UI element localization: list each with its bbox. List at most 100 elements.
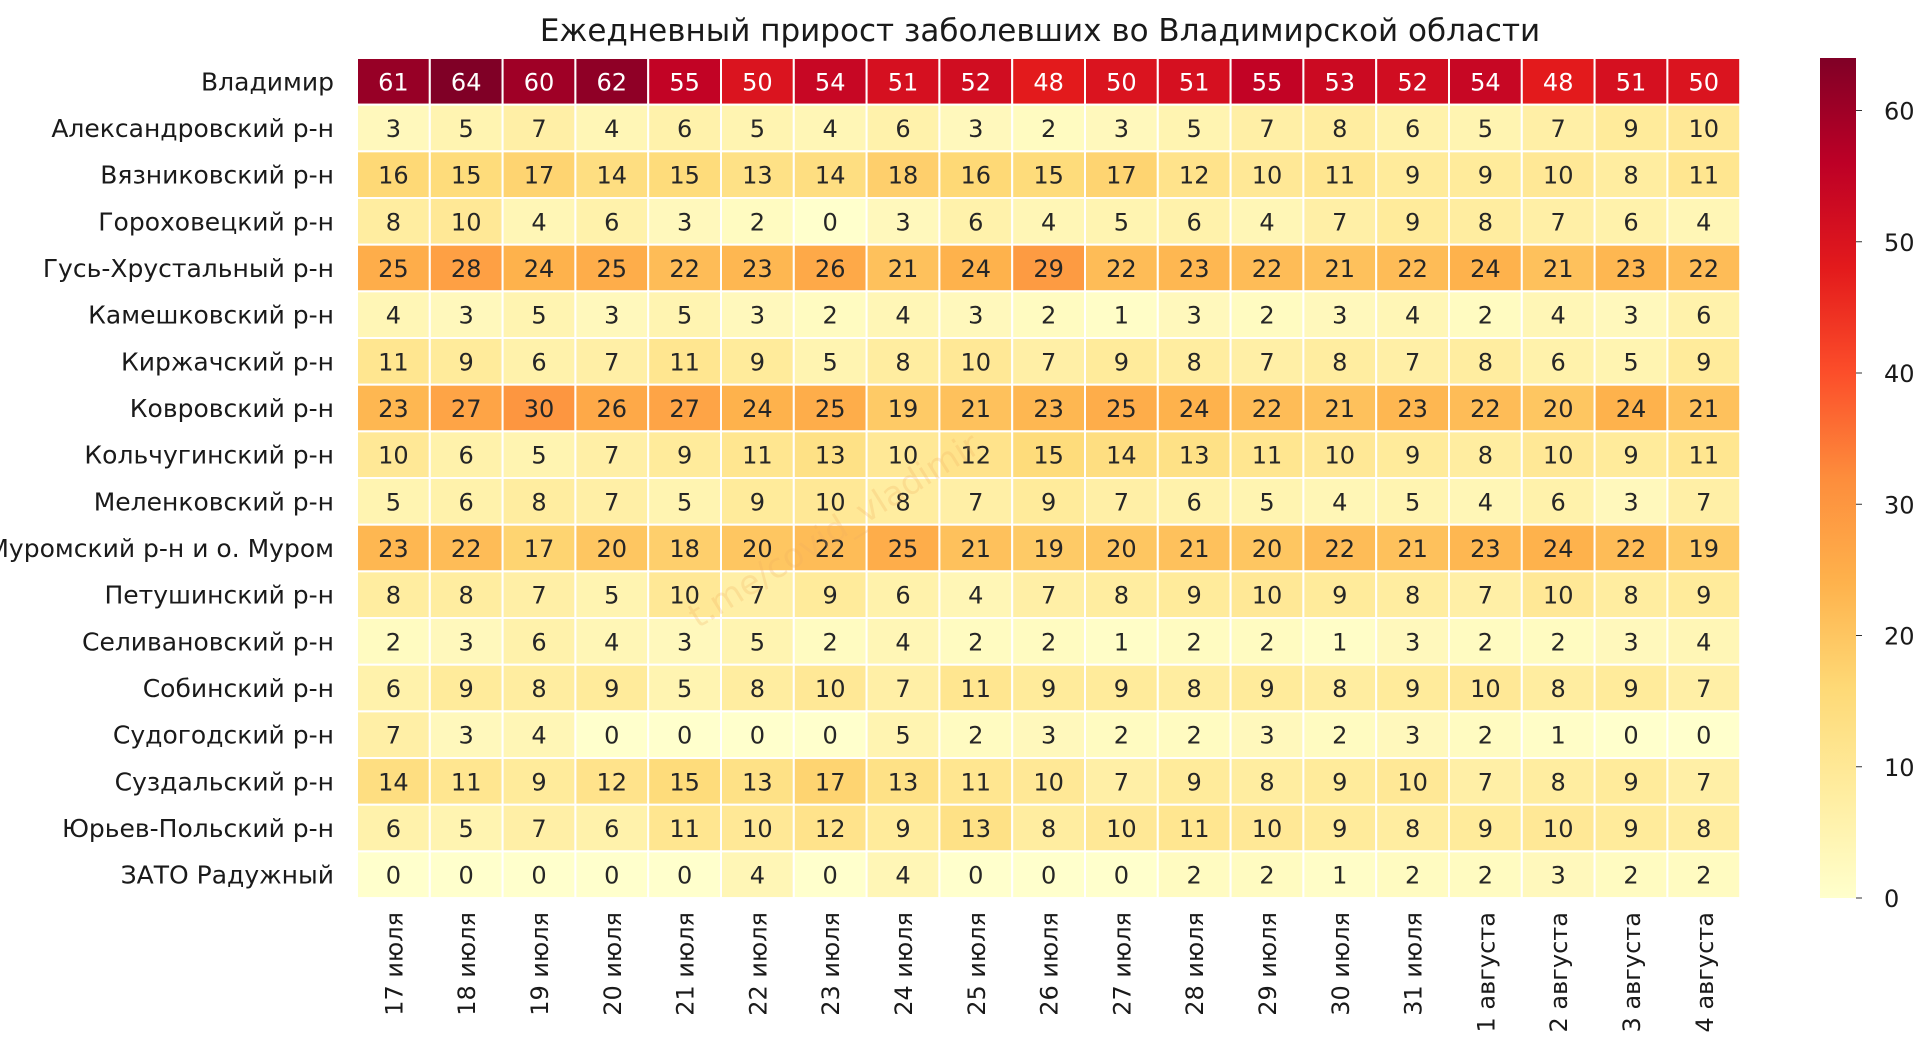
cell-value-label: 5 <box>750 628 765 656</box>
cell-value-label: 3 <box>1332 302 1347 330</box>
heatmap-cell <box>792 850 868 900</box>
cell-value-label: 8 <box>1696 815 1711 843</box>
cell-value-label: 3 <box>1623 302 1638 330</box>
heatmap-cell <box>938 477 1014 526</box>
cell-value-label: 11 <box>961 768 992 796</box>
heatmap-cell <box>1666 757 1742 806</box>
cell-value-label: 2 <box>1259 862 1274 890</box>
cell-value-label: 9 <box>1041 675 1056 703</box>
heatmap-cell <box>1666 850 1742 900</box>
cell-value-label: 9 <box>1332 768 1347 796</box>
cell-value-label: 5 <box>1405 488 1420 516</box>
cell-value-label: 11 <box>451 768 482 796</box>
cell-value-label: 0 <box>459 862 474 890</box>
cell-value-label: 9 <box>1332 582 1347 610</box>
cell-value-label: 22 <box>815 535 846 563</box>
colorbar-tick-label: 50 <box>1884 229 1915 257</box>
cell-value-label: 7 <box>750 582 765 610</box>
column-label: 17 июля <box>380 912 408 1016</box>
heatmap-cell <box>1011 103 1087 153</box>
cell-value-label: 1 <box>1114 302 1129 330</box>
cell-value-label: 7 <box>1696 675 1711 703</box>
heatmap-cell <box>1666 290 1742 340</box>
column-label: 26 июля <box>1036 912 1064 1016</box>
cell-value-label: 3 <box>1623 628 1638 656</box>
cell-value-label: 6 <box>1696 302 1711 330</box>
cell-value-label: 48 <box>1543 68 1574 96</box>
heatmap-cell <box>1520 757 1596 806</box>
cell-value-label: 5 <box>823 348 838 376</box>
cell-value-label: 9 <box>1187 582 1202 610</box>
cell-value-label: 2 <box>1041 115 1056 143</box>
heatmap-cell <box>1302 477 1378 526</box>
cell-value-label: 53 <box>1325 68 1356 96</box>
heatmap-cell <box>1084 243 1159 293</box>
row-label: Меленковский р-н <box>94 487 334 516</box>
row-label: Владимир <box>201 67 334 96</box>
cell-value-label: 21 <box>961 395 992 423</box>
cell-value-label: 11 <box>742 442 773 470</box>
heatmap-cell <box>1084 850 1159 900</box>
cell-value-label: 5 <box>750 115 765 143</box>
heatmap-cell <box>1011 197 1087 246</box>
heatmap-cell <box>865 617 941 666</box>
cell-value-label: 5 <box>677 675 692 703</box>
column-label: 20 июля <box>599 912 627 1016</box>
heatmap-cell <box>574 150 650 200</box>
cell-value-label: 6 <box>604 208 619 236</box>
row-label: Судогодский р-н <box>113 721 334 750</box>
cell-value-label: 22 <box>1252 395 1283 423</box>
heatmap-cell <box>1375 477 1450 526</box>
cell-value-label: 10 <box>742 815 773 843</box>
heatmap-cell <box>1593 337 1669 386</box>
cell-value-label: 8 <box>1187 675 1202 703</box>
cell-value-label: 7 <box>604 488 619 516</box>
colorbar-tick-label: 20 <box>1884 623 1915 651</box>
cell-value-label: 4 <box>968 582 983 610</box>
column-label: 18 июля <box>453 912 481 1016</box>
heatmap-cell <box>1375 197 1450 246</box>
heatmap-cell <box>647 710 723 760</box>
heatmap-cell <box>1520 197 1596 246</box>
cell-value-label: 6 <box>1187 488 1202 516</box>
cell-value-label: 0 <box>531 862 546 890</box>
cell-value-label: 4 <box>531 722 546 750</box>
cell-value-label: 0 <box>1114 862 1129 890</box>
cell-value-label: 7 <box>1259 348 1274 376</box>
cell-value-label: 21 <box>1689 395 1720 423</box>
cell-value-label: 1 <box>1332 862 1347 890</box>
cell-value-label: 13 <box>888 768 919 796</box>
cell-value-label: 3 <box>677 208 692 236</box>
cell-value-label: 10 <box>1252 162 1283 190</box>
cell-value-label: 7 <box>1696 488 1711 516</box>
heatmap-cell <box>1156 617 1232 666</box>
heatmap-cell <box>356 290 431 340</box>
heatmap-cell <box>1375 383 1450 433</box>
heatmap-cell <box>1084 570 1159 620</box>
heatmap-cell <box>356 337 431 386</box>
cell-value-label: 9 <box>1332 815 1347 843</box>
cell-value-label: 9 <box>1405 442 1420 470</box>
cell-value-label: 5 <box>1114 208 1129 236</box>
cell-value-label: 10 <box>1470 675 1501 703</box>
heatmap-cell <box>865 57 941 106</box>
heatmap-cell <box>1084 757 1159 806</box>
column-label: 4 августа <box>1691 912 1719 1032</box>
heatmap-cell <box>865 290 941 340</box>
cell-value-label: 8 <box>1405 815 1420 843</box>
heatmap-cell <box>1229 150 1305 200</box>
cell-value-label: 7 <box>1259 115 1274 143</box>
row-label: Селивановский р-н <box>82 627 334 656</box>
cell-value-label: 7 <box>531 582 546 610</box>
cell-value-label: 0 <box>823 208 838 236</box>
cell-value-label: 9 <box>1623 815 1638 843</box>
heatmap-cell <box>1229 803 1305 853</box>
cell-value-label: 7 <box>1114 488 1129 516</box>
cell-value-label: 3 <box>459 628 474 656</box>
heatmap-cell <box>1302 757 1378 806</box>
cell-value-label: 50 <box>742 68 773 96</box>
cell-value-label: 8 <box>1551 675 1566 703</box>
heatmap-cell <box>792 337 868 386</box>
cell-value-label: 6 <box>895 115 910 143</box>
